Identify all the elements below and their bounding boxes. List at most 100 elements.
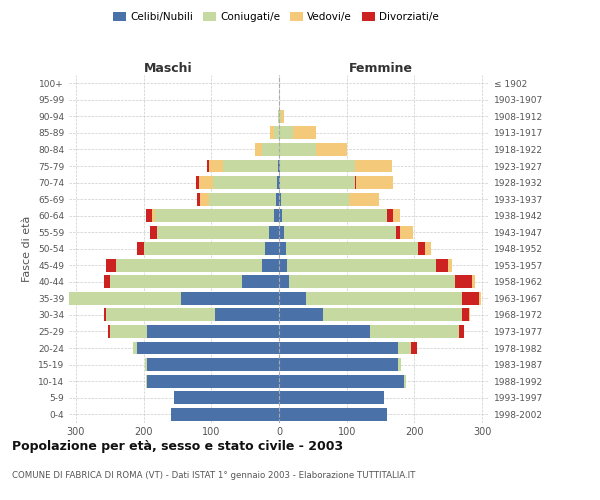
Bar bbox=[286, 242, 418, 255]
Bar bbox=[398, 342, 411, 354]
Bar bbox=[133, 342, 137, 354]
Bar bbox=[356, 176, 394, 189]
Bar bbox=[181, 292, 279, 305]
Bar bbox=[274, 126, 279, 140]
Bar bbox=[388, 209, 393, 222]
Bar bbox=[107, 325, 110, 338]
Bar bbox=[425, 242, 431, 255]
Bar bbox=[293, 126, 316, 140]
Bar bbox=[65, 292, 181, 305]
Bar bbox=[147, 358, 279, 371]
Bar bbox=[143, 242, 265, 255]
Bar bbox=[396, 226, 400, 238]
Bar bbox=[279, 176, 280, 189]
Bar bbox=[137, 242, 143, 255]
Bar bbox=[242, 276, 279, 288]
Bar bbox=[281, 110, 284, 123]
Bar bbox=[349, 192, 379, 205]
Bar bbox=[279, 342, 398, 354]
Text: Femmine: Femmine bbox=[349, 62, 413, 76]
Bar bbox=[462, 308, 469, 322]
Bar bbox=[262, 259, 279, 272]
Bar bbox=[279, 276, 289, 288]
Bar bbox=[269, 226, 279, 238]
Bar bbox=[279, 192, 281, 205]
Bar bbox=[393, 209, 400, 222]
Bar bbox=[279, 358, 398, 371]
Bar bbox=[145, 358, 147, 371]
Bar bbox=[279, 259, 287, 272]
Bar bbox=[400, 226, 413, 238]
Bar bbox=[279, 110, 281, 123]
Bar bbox=[104, 276, 110, 288]
Bar bbox=[280, 176, 355, 189]
Text: Maschi: Maschi bbox=[143, 62, 193, 76]
Bar bbox=[280, 160, 355, 172]
Bar bbox=[458, 325, 464, 338]
Bar bbox=[150, 226, 157, 238]
Bar bbox=[199, 176, 212, 189]
Bar bbox=[255, 143, 262, 156]
Bar bbox=[284, 226, 396, 238]
Bar bbox=[316, 143, 347, 156]
Bar bbox=[279, 209, 283, 222]
Legend: Celibi/Nubili, Coniugati/e, Vedovi/e, Divorziati/e: Celibi/Nubili, Coniugati/e, Vedovi/e, Di… bbox=[109, 8, 443, 26]
Bar bbox=[411, 342, 416, 354]
Bar bbox=[262, 143, 279, 156]
Bar bbox=[106, 259, 116, 272]
Bar bbox=[469, 308, 470, 322]
Bar bbox=[404, 374, 406, 388]
Bar bbox=[355, 176, 356, 189]
Text: Popolazione per età, sesso e stato civile - 2003: Popolazione per età, sesso e stato civil… bbox=[12, 440, 343, 453]
Bar bbox=[279, 374, 404, 388]
Bar bbox=[110, 325, 147, 338]
Bar bbox=[289, 276, 455, 288]
Bar bbox=[270, 126, 274, 140]
Bar bbox=[279, 226, 284, 238]
Bar bbox=[137, 342, 279, 354]
Bar bbox=[278, 160, 279, 172]
Bar bbox=[278, 110, 279, 123]
Bar bbox=[209, 192, 276, 205]
Bar bbox=[106, 308, 215, 322]
Bar bbox=[197, 192, 200, 205]
Bar bbox=[170, 408, 279, 420]
Bar bbox=[479, 292, 481, 305]
Bar bbox=[152, 209, 155, 222]
Bar bbox=[279, 160, 280, 172]
Bar bbox=[196, 176, 199, 189]
Bar bbox=[279, 408, 388, 420]
Bar bbox=[146, 374, 147, 388]
Bar bbox=[323, 308, 462, 322]
Bar bbox=[279, 325, 370, 338]
Bar bbox=[355, 160, 392, 172]
Bar bbox=[398, 358, 401, 371]
Bar bbox=[279, 242, 286, 255]
Bar bbox=[209, 160, 223, 172]
Bar bbox=[279, 143, 316, 156]
Bar bbox=[146, 209, 152, 222]
Bar bbox=[104, 308, 106, 322]
Bar bbox=[455, 276, 472, 288]
Bar bbox=[448, 259, 452, 272]
Bar bbox=[60, 292, 65, 305]
Bar bbox=[155, 209, 274, 222]
Bar bbox=[281, 192, 349, 205]
Bar bbox=[462, 292, 479, 305]
Bar bbox=[279, 391, 384, 404]
Bar bbox=[147, 325, 279, 338]
Y-axis label: Fasce di età: Fasce di età bbox=[22, 216, 32, 282]
Bar bbox=[370, 325, 458, 338]
Bar bbox=[436, 259, 448, 272]
Bar bbox=[279, 308, 323, 322]
Bar bbox=[212, 176, 277, 189]
Bar bbox=[207, 160, 209, 172]
Bar bbox=[200, 192, 209, 205]
Bar bbox=[287, 259, 436, 272]
Bar bbox=[472, 276, 475, 288]
Text: COMUNE DI FABRICA DI ROMA (VT) - Dati ISTAT 1° gennaio 2003 - Elaborazione TUTTI: COMUNE DI FABRICA DI ROMA (VT) - Dati IS… bbox=[12, 470, 415, 480]
Bar bbox=[116, 259, 262, 272]
Bar bbox=[215, 308, 279, 322]
Bar bbox=[157, 226, 269, 238]
Bar bbox=[223, 160, 278, 172]
